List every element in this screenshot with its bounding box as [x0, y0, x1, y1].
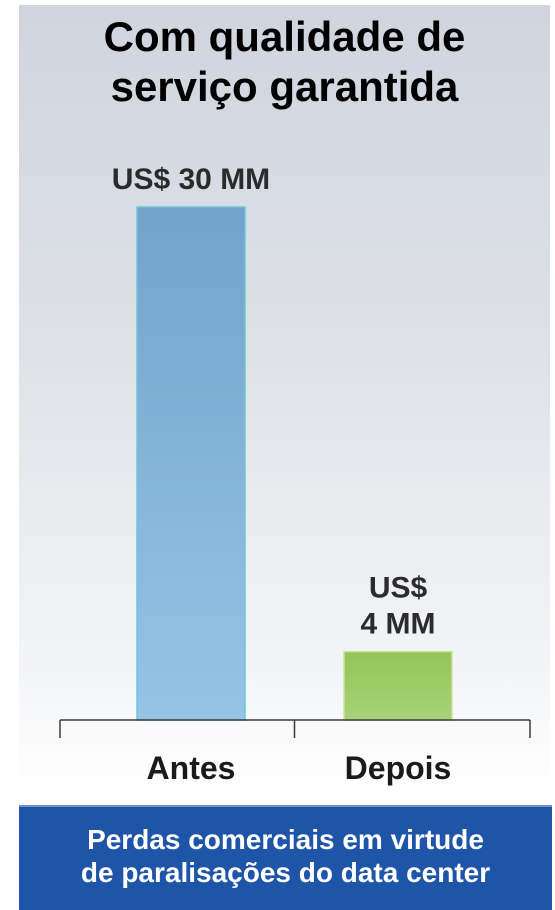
- chart-title-line-1: Com qualidade de: [103, 13, 466, 60]
- x-tick-label-depois: Depois: [345, 750, 452, 786]
- x-tick-label-antes: Antes: [147, 750, 236, 786]
- caption-box: Perdas comerciais em virtude de paralisa…: [19, 805, 552, 910]
- bars-layer: [136, 206, 453, 721]
- data-labels-layer: US$ 30 MM US$4 MM: [112, 163, 436, 641]
- chart-title-line-2: serviço garantida: [110, 63, 459, 110]
- data-label-depois-line-2: 4 MM: [361, 608, 436, 641]
- chart-background-panel: [19, 5, 550, 795]
- chart-title: Com qualidade de serviço garantida: [19, 12, 550, 112]
- caption-line-1: Perdas comerciais em virtude: [87, 823, 484, 855]
- x-axis: Antes Depois: [59, 719, 531, 786]
- bar-depois: [343, 650, 453, 721]
- chart-caption: Perdas comerciais em virtude de paralisa…: [81, 823, 490, 889]
- bar-antes: [136, 206, 246, 721]
- data-label-antes-line-1: US$ 30 MM: [112, 163, 270, 196]
- caption-line-2: de paralisações do data center: [80, 856, 491, 888]
- data-label-depois-line-1: US$: [369, 572, 428, 605]
